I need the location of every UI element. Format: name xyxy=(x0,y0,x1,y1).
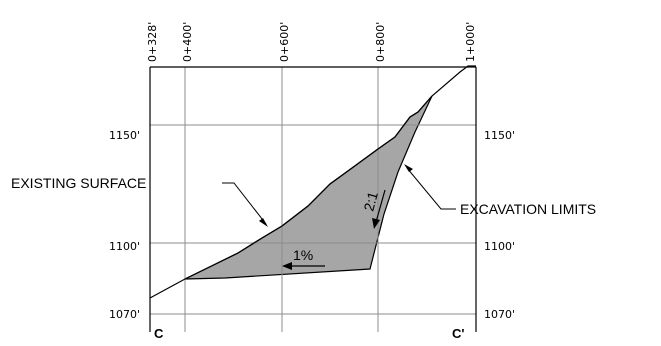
excavation-limits-arrowhead xyxy=(404,164,413,172)
elevation-label-right-1100: 1100' xyxy=(484,240,515,253)
existing-surface-leader xyxy=(222,182,267,225)
station-grid xyxy=(150,67,476,332)
station-label-0-600: 0+600' xyxy=(278,22,291,62)
excavation-limits-leader xyxy=(406,167,456,210)
section-label-right: C' xyxy=(452,326,464,341)
excavation-limits-callout: EXCAVATION LIMITS xyxy=(460,201,596,217)
grade-label: 1% xyxy=(293,247,313,263)
station-label-0-328: 0+328' xyxy=(146,22,159,62)
existing-surface-callout: EXISTING SURFACE xyxy=(11,175,146,191)
grade-arrowhead xyxy=(282,262,292,270)
existing-surface-line xyxy=(149,65,476,299)
elevation-label-left-1100: 1100' xyxy=(109,240,140,253)
side-slope-label: 2:1 xyxy=(360,190,381,213)
section-label-left: C xyxy=(154,326,164,341)
side-slope-arrow-line xyxy=(375,189,386,223)
station-label-1-000: 1+000' xyxy=(464,22,477,62)
elevation-label-right-1070: 1070' xyxy=(484,308,515,321)
station-label-0-800: 0+800' xyxy=(374,22,387,62)
elevation-label-left-1150: 1150' xyxy=(109,129,140,142)
existing-surface-arrowhead xyxy=(259,218,268,227)
elevation-label-left-1070: 1070' xyxy=(109,308,140,321)
station-label-0-400: 0+400' xyxy=(181,22,194,62)
elevation-label-right-1150: 1150' xyxy=(484,129,515,142)
section-frame xyxy=(149,66,477,332)
side-slope-arrowhead xyxy=(372,218,380,229)
